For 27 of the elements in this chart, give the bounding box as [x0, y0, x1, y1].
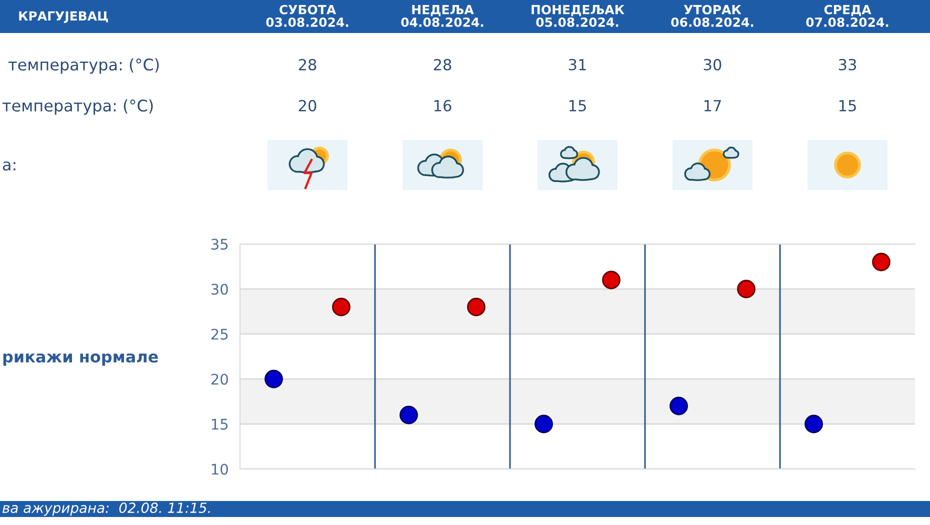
data-label: 15	[839, 100, 856, 112]
data-label: 20	[298, 100, 316, 112]
text: КРАГУЈЕВАЦ	[19, 11, 108, 23]
data-label: 30	[704, 58, 722, 70]
data-label: 31	[568, 58, 586, 70]
text: СРЕДА 07.08.2024.	[806, 4, 888, 27]
text: рикажи нормале	[3, 353, 158, 366]
text: ПОНЕДЕЉАК 05.08.2024.	[532, 4, 624, 27]
text: температура: (°C)	[2, 99, 153, 115]
data-label: 16	[434, 100, 452, 112]
text: а:	[2, 161, 16, 171]
text: СУБОТА 03.08.2024.	[266, 4, 348, 27]
y-tick-label: 25	[211, 328, 228, 340]
y-tick-label: 15	[212, 418, 228, 430]
data-label: 33	[838, 58, 856, 70]
data-label: 28	[298, 58, 316, 70]
text: НЕДЕЉА 04.08.2024.	[401, 5, 484, 27]
text: УТОРАК 06.08.2024.	[671, 4, 754, 27]
data-label: 28	[434, 58, 452, 70]
data-label: 17	[704, 100, 721, 112]
y-tick-label: 35	[211, 238, 228, 250]
y-tick-label: 30	[211, 284, 228, 295]
y-tick-label: 10	[212, 464, 228, 475]
text: температура: (°C)	[8, 58, 159, 74]
text: ва ажурирана: 02.08. 11:15.	[2, 502, 210, 516]
y-tick-label: 20	[211, 374, 228, 385]
data-label: 15	[569, 100, 586, 112]
